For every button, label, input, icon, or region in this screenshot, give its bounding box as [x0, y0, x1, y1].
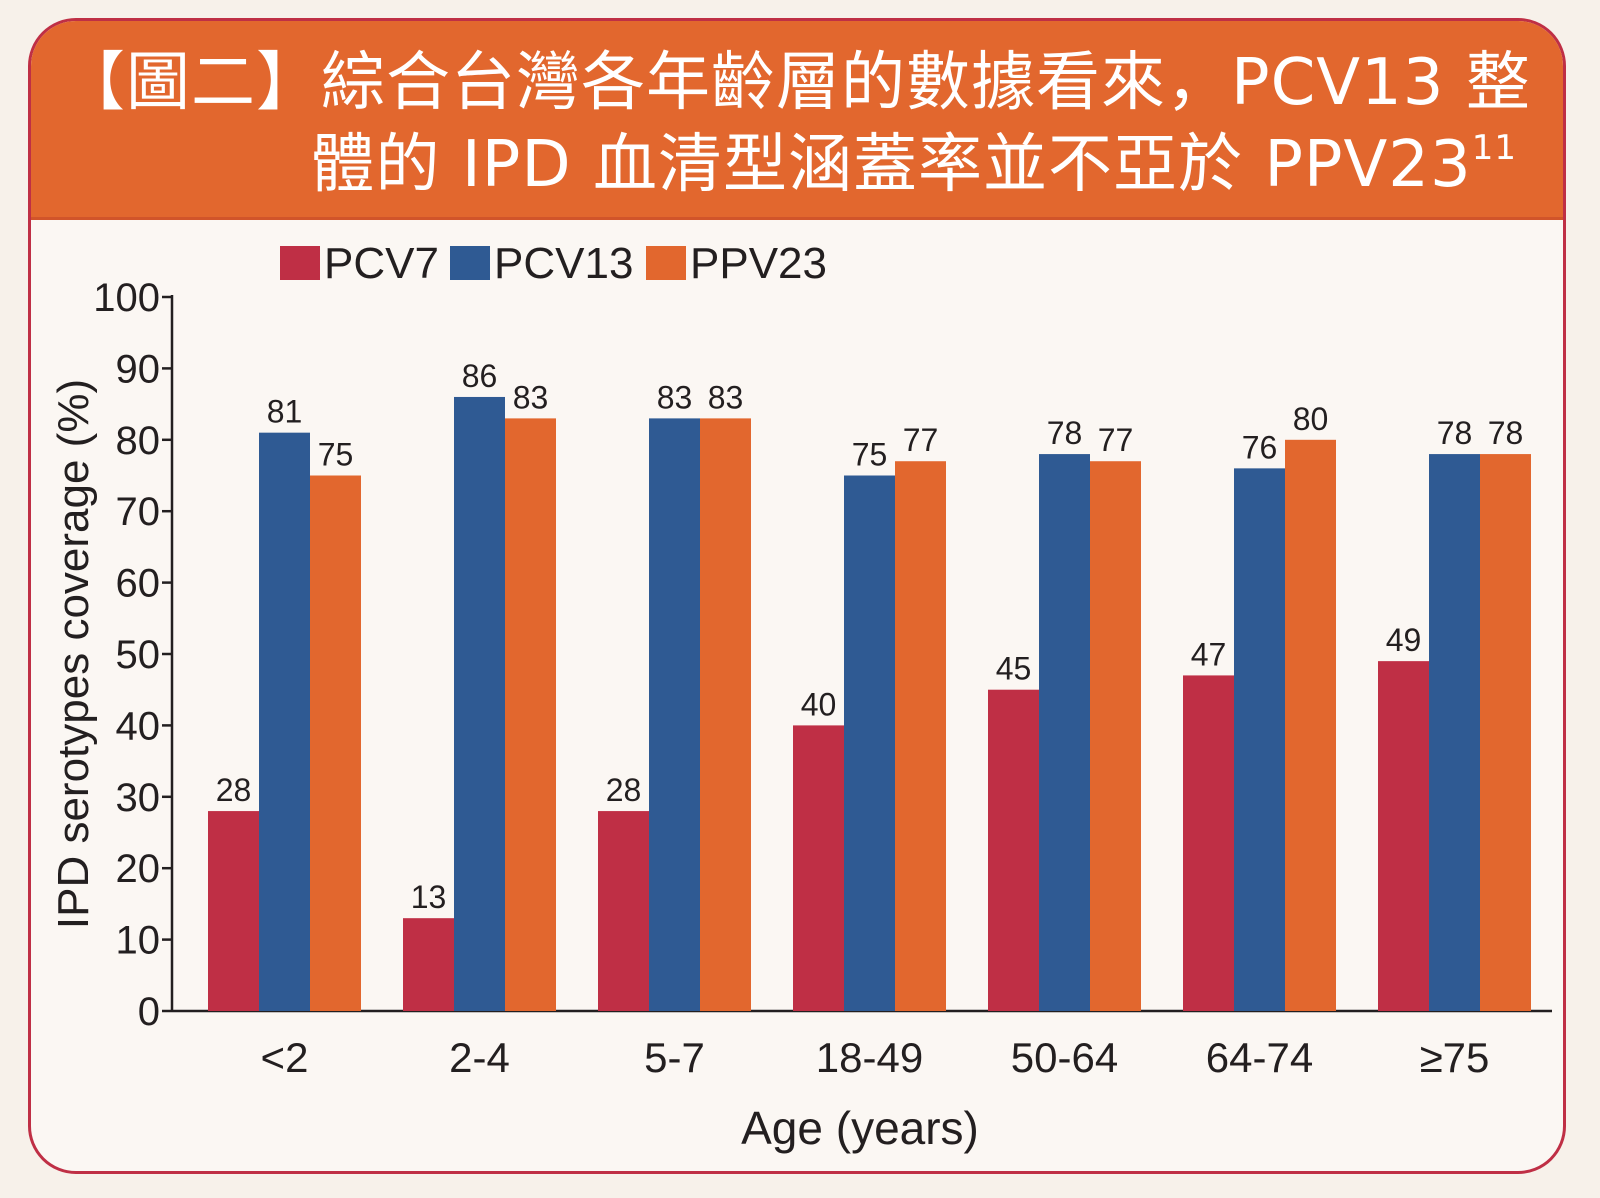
legend-label-pcv7: PCV7: [324, 239, 439, 288]
bar-ppv23-4: [895, 461, 946, 1012]
bar-ppv23-6: [1285, 439, 1336, 1011]
figure-title-line-1: 【圖二】綜合台灣各年齡層的數據看來，PCV13 整: [61, 46, 1531, 120]
bar-ppv23-7: [1480, 454, 1531, 1012]
bar-pcv13-5: [1039, 454, 1090, 1012]
figure-title-line-2: 體的 IPD 血清型涵蓋率並不亞於 PPV2311: [311, 131, 1517, 197]
data-label-pcv13-1: 81: [267, 394, 303, 430]
figure-title-citation: 11: [1471, 128, 1517, 168]
bar-ppv23-5: [1090, 461, 1141, 1012]
data-label-pcv13-2: 86: [462, 358, 498, 394]
figure-title-line-2-text: 體的 IPD 血清型涵蓋率並不亞於 PPV23: [310, 128, 1472, 202]
data-label-pcv13-4: 75: [852, 437, 888, 473]
y-tick-label-30: 30: [116, 776, 161, 820]
x-tick-label-7: ≥75: [1420, 1034, 1490, 1081]
legend-swatch-ppv23: [646, 246, 686, 280]
bar-pcv13-7: [1429, 454, 1480, 1012]
y-tick-label-90: 90: [116, 347, 161, 391]
y-tick-label-70: 70: [116, 490, 161, 534]
bar-pcv7-1: [208, 811, 259, 1011]
y-tick-label-100: 100: [93, 276, 160, 320]
bar-ppv23-2: [505, 418, 556, 1011]
x-tick-label-6: 64-74: [1206, 1034, 1313, 1081]
legend-label-ppv23: PPV23: [690, 239, 827, 288]
bar-pcv7-7: [1378, 661, 1429, 1011]
bar-pcv7-2: [403, 918, 454, 1011]
y-tick-label-10: 10: [116, 919, 161, 963]
x-tick-label-1: <2: [261, 1034, 309, 1081]
data-label-pcv13-7: 78: [1437, 415, 1473, 451]
legend-swatch-pcv13: [450, 246, 490, 280]
y-tick-label-0: 0: [138, 990, 160, 1034]
data-label-pcv7-6: 47: [1191, 636, 1227, 672]
data-label-ppv23-2: 83: [513, 379, 549, 415]
bar-pcv13-3: [649, 418, 700, 1011]
data-label-ppv23-5: 77: [1098, 422, 1134, 458]
bar-ppv23-1: [310, 475, 361, 1011]
data-label-pcv13-3: 83: [657, 379, 693, 415]
y-tick-label-60: 60: [116, 562, 161, 606]
x-axis-title: Age (years): [741, 1102, 979, 1154]
data-label-pcv7-5: 45: [996, 651, 1032, 687]
figure-header: 【圖二】綜合台灣各年齡層的數據看來，PCV13 整 體的 IPD 血清型涵蓋率並…: [31, 21, 1563, 220]
bar-pcv7-3: [598, 811, 649, 1011]
y-axis-title: IPD serotypes coverage (%): [49, 379, 98, 929]
legend-swatch-pcv7: [280, 246, 320, 280]
bar-pcv13-1: [259, 432, 310, 1011]
bar-pcv7-5: [988, 689, 1039, 1011]
y-tick-label-20: 20: [116, 847, 161, 891]
data-label-ppv23-4: 77: [903, 422, 939, 458]
data-label-pcv13-6: 76: [1242, 429, 1278, 465]
x-tick-label-4: 18-49: [816, 1034, 923, 1081]
data-label-ppv23-6: 80: [1293, 401, 1329, 437]
y-tick-label-40: 40: [116, 704, 161, 748]
data-label-pcv7-4: 40: [801, 686, 837, 722]
data-label-pcv7-1: 28: [216, 772, 252, 808]
data-label-pcv7-2: 13: [411, 879, 447, 915]
x-tick-label-3: 5-7: [644, 1034, 705, 1081]
data-label-pcv7-3: 28: [606, 772, 642, 808]
data-label-ppv23-7: 78: [1488, 415, 1524, 451]
y-tick-label-50: 50: [116, 633, 161, 677]
bar-pcv13-4: [844, 475, 895, 1011]
bar-pcv13-6: [1234, 468, 1285, 1011]
x-tick-label-2: 2-4: [449, 1034, 510, 1081]
bar-pcv7-6: [1183, 675, 1234, 1011]
x-tick-label-5: 50-64: [1011, 1034, 1118, 1081]
bar-ppv23-3: [700, 418, 751, 1011]
data-label-ppv23-3: 83: [708, 379, 744, 415]
bar-pcv7-4: [793, 725, 844, 1011]
y-tick-label-80: 80: [116, 419, 161, 463]
data-label-pcv7-7: 49: [1386, 622, 1422, 658]
data-label-pcv13-5: 78: [1047, 415, 1083, 451]
bar-pcv13-2: [454, 396, 505, 1012]
data-label-ppv23-1: 75: [318, 437, 354, 473]
legend-label-pcv13: PCV13: [494, 239, 633, 288]
